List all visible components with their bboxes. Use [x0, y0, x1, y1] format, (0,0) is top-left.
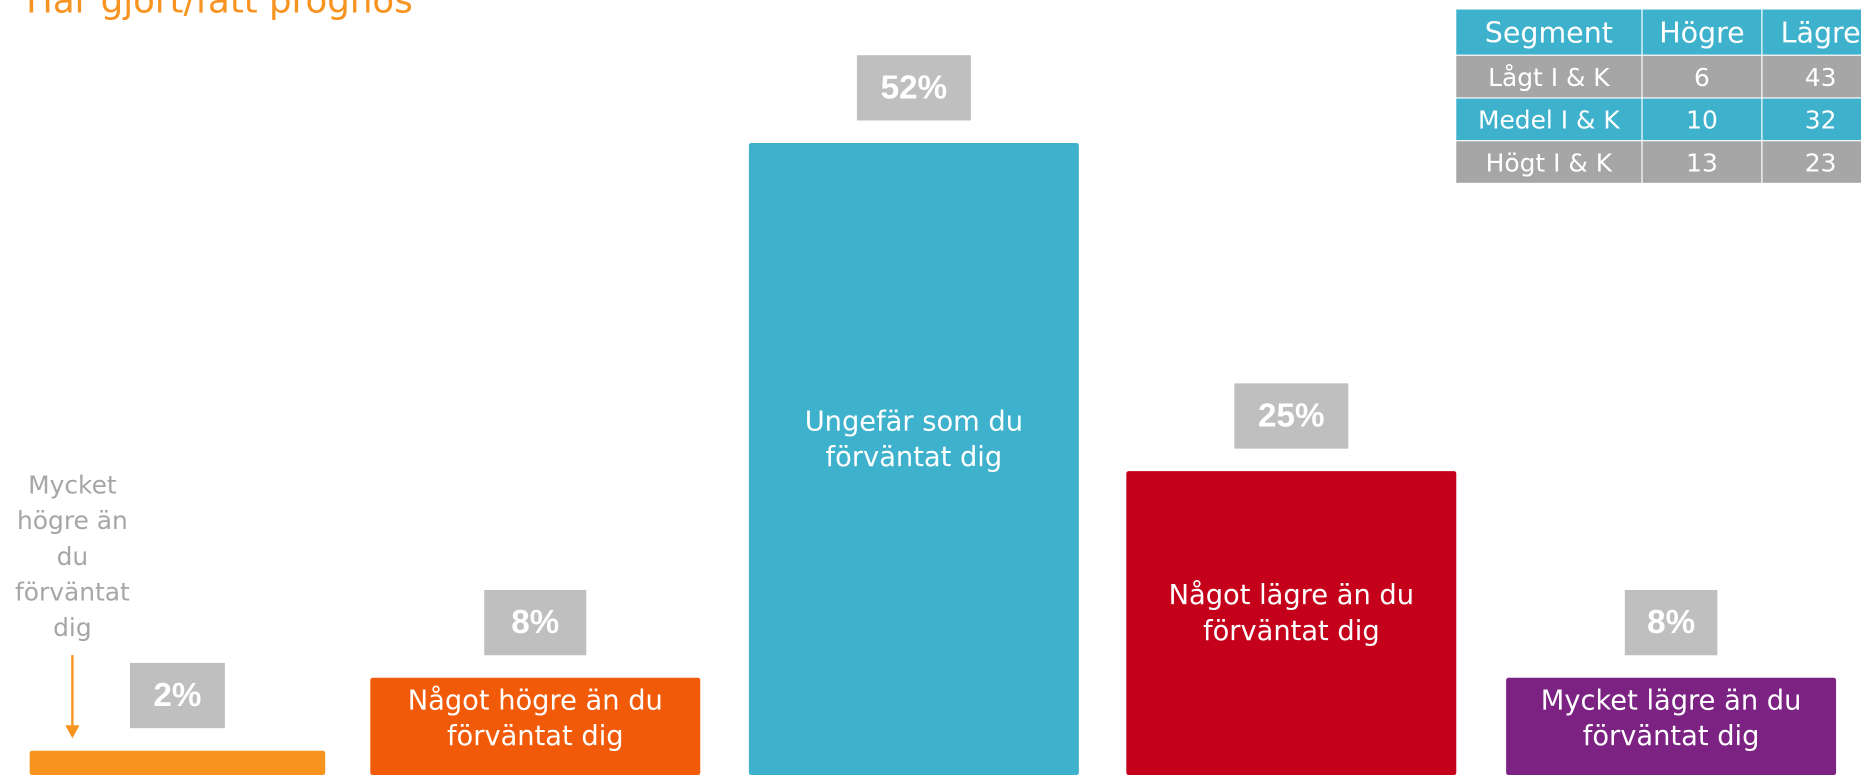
value-label: 25% [1258, 398, 1325, 435]
table-cell [1762, 98, 1861, 141]
table-cell [1642, 98, 1762, 141]
table-cell [1762, 55, 1861, 98]
table-cell [1456, 55, 1642, 98]
table-cell [1456, 98, 1642, 141]
table-cell-text: 6 [1694, 63, 1710, 92]
table-cell-text: 23 [1805, 148, 1837, 177]
category-label: Något högre än du förväntat dig [408, 685, 663, 752]
table-cell-text: 43 [1805, 63, 1837, 92]
bar [1126, 471, 1457, 776]
table-cell-text: Högt I & K [1486, 148, 1613, 177]
bar [370, 677, 701, 776]
bar [29, 750, 326, 776]
value-label-box [129, 662, 225, 729]
table-header-cell [1456, 9, 1642, 55]
table-header-text: Segment [1485, 16, 1613, 49]
table-header-cell [1762, 9, 1861, 55]
bar [748, 143, 1079, 776]
table-cell [1642, 141, 1762, 183]
value-label: 2% [153, 677, 201, 714]
arrow-head [65, 725, 80, 739]
table-cell-text: Medel I & K [1478, 106, 1620, 135]
table-cell [1642, 55, 1762, 98]
table-header-text: Högre [1659, 16, 1745, 49]
table-cell-text: Lågt I & K [1488, 63, 1610, 92]
value-label: 8% [511, 604, 559, 641]
table-cell [1456, 141, 1642, 183]
table-cell-text: 32 [1805, 106, 1837, 135]
value-label-box [1234, 383, 1349, 449]
table-cell-text: 13 [1686, 148, 1718, 177]
bar [1506, 677, 1837, 776]
value-label: 8% [1647, 604, 1695, 641]
category-label: Mycket högre än du förväntat dig [15, 471, 130, 642]
value-label-box [1624, 589, 1718, 656]
table-header-text: Lägre [1781, 16, 1861, 49]
table-cell-text: 10 [1686, 106, 1718, 135]
table-cell [1762, 141, 1861, 183]
category-label: Ungefär som du förväntat dig [805, 406, 1023, 473]
value-label-box [856, 55, 971, 121]
value-label: 52% [881, 69, 948, 106]
value-label-box [484, 589, 587, 656]
chart-title: Har gjort/fått prognos [26, 0, 413, 21]
table-header-cell [1642, 9, 1762, 55]
category-label: Något lägre än du förväntat dig [1169, 580, 1414, 647]
category-label: Mycket lägre än du förväntat dig [1541, 685, 1802, 752]
